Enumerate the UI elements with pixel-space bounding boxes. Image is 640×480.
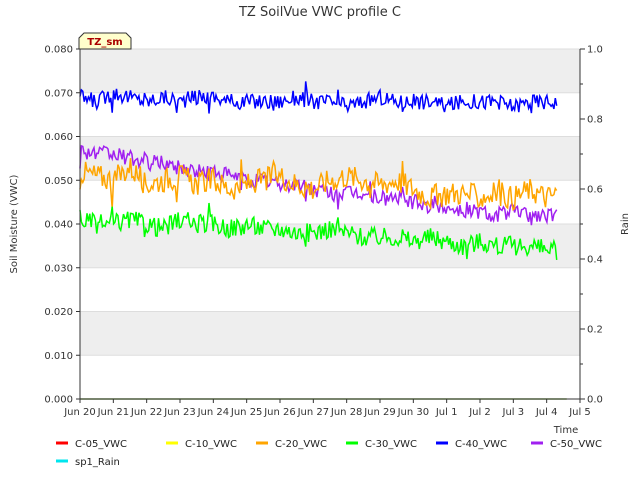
- legend-item: C-50_VWC: [531, 439, 602, 450]
- x-tick-label: Jun 20: [63, 407, 96, 418]
- legend-item: sp1_Rain: [56, 457, 120, 468]
- y-tick-label: 0.050: [44, 176, 73, 187]
- legend-item: C-10_VWC: [166, 439, 237, 450]
- y-axis-label: Soil Moisture (VWC): [9, 174, 20, 273]
- x-tick-label: Jun 25: [230, 407, 263, 418]
- legend-label: C-10_VWC: [185, 439, 237, 450]
- y-tick-label: 0.040: [44, 220, 73, 231]
- legend-label: C-50_VWC: [550, 439, 602, 450]
- x-tick-label: Jul 2: [468, 407, 491, 418]
- grid-band: [80, 311, 580, 356]
- x-tick-label: Jun 24: [197, 407, 230, 418]
- legend-item: C-20_VWC: [256, 439, 327, 450]
- y-tick-label: 0.070: [44, 88, 73, 99]
- x-tick-label: Jun 23: [163, 407, 196, 418]
- x-tick-label: Jul 3: [502, 407, 525, 418]
- series-line-c-20-vwc: [79, 158, 558, 212]
- x-tick-label: Jun 22: [130, 407, 163, 418]
- x-tick-label: Jun 26: [263, 407, 296, 418]
- series-line-c-30-vwc: [79, 202, 558, 260]
- y-tick-label: 0.020: [44, 307, 73, 318]
- y2-tick-label: 0.6: [587, 185, 603, 196]
- legend: C-05_VWC C-10_VWC C-20_VWC C-30_VWC C-40_VWC…: [56, 439, 602, 468]
- y2-tick-label: 0.2: [587, 325, 603, 336]
- x-tick-label: Jul 5: [568, 407, 591, 418]
- y2-tick-label: 1.0: [587, 45, 603, 56]
- legend-item: C-40_VWC: [436, 439, 507, 450]
- legend-label: C-30_VWC: [365, 439, 417, 450]
- grid-band: [80, 136, 580, 181]
- x-tick-label: Jun 30: [397, 407, 430, 418]
- y-tick-label: 0.060: [44, 132, 73, 143]
- y-tick-label: 0.000: [44, 395, 73, 406]
- y-tick-label: 0.010: [44, 351, 73, 362]
- legend-item: C-30_VWC: [346, 439, 417, 450]
- legend-label: C-05_VWC: [75, 439, 127, 450]
- y2-tick-label: 0.8: [587, 115, 603, 126]
- legend-item: C-05_VWC: [56, 439, 127, 450]
- legend-label: C-20_VWC: [275, 439, 327, 450]
- grid-band: [80, 49, 580, 93]
- axes: 0.000 0.010 0.020 0.030 0.040 0.050 0.060 0.070…: [44, 45, 603, 419]
- badge: TZ_sm: [78, 32, 132, 50]
- y2-axis-label: Rain: [620, 213, 631, 235]
- x-tick-label: Jul 4: [535, 407, 558, 418]
- grid-bands: [80, 48, 580, 400]
- x-tick-label: Jun 27: [297, 407, 330, 418]
- y-tick-label: 0.030: [44, 263, 73, 274]
- y2-tick-label: 0.4: [587, 255, 603, 266]
- y2-tick-label: 0.0: [587, 395, 603, 406]
- x-axis-label: Time: [553, 425, 578, 436]
- chart-title: TZ SoilVue VWC profile C: [238, 5, 401, 20]
- series-line-c-40-vwc: [79, 81, 558, 114]
- x-tick-label: Jun 21: [97, 407, 130, 418]
- x-tick-label: Jun 28: [330, 407, 363, 418]
- badge-label: TZ_sm: [87, 37, 122, 48]
- legend-label: C-40_VWC: [455, 439, 507, 450]
- x-tick-label: Jul 1: [435, 407, 458, 418]
- legend-label: sp1_Rain: [75, 457, 120, 468]
- y-tick-label: 0.080: [44, 45, 73, 56]
- x-tick-label: Jun 29: [363, 407, 396, 418]
